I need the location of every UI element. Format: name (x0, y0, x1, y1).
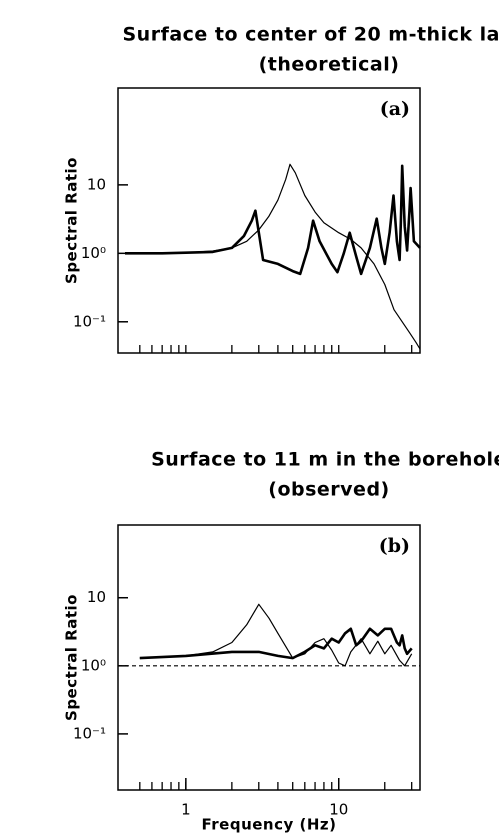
chart-subtitle: (observed) (268, 479, 389, 501)
y-axis-label: Spectral Ratio (63, 157, 81, 284)
y-tick-label: 10⁻¹ (73, 312, 106, 330)
chart-title: Surface to 11 m in the borehole (151, 449, 499, 471)
y-tick-label: 10⁰ (81, 656, 106, 674)
chart-subtitle: (theoretical) (259, 54, 400, 76)
x-tick-label: 1 (181, 801, 191, 819)
y-tick-label: 10 (87, 175, 106, 193)
x-axis-label: Frequency (Hz) (201, 816, 336, 833)
series-line (139, 627, 413, 660)
y-axis-label: Spectral Ratio (63, 594, 81, 721)
plot-frame (117, 87, 421, 354)
panel-label: (a) (380, 98, 410, 120)
series-line (125, 164, 421, 276)
x-tick-label: 10 (329, 801, 348, 819)
chart-title: Surface to center of 20 m-thick layer (122, 24, 499, 46)
plot-frame (117, 524, 421, 791)
y-tick-label: 10 (87, 588, 106, 606)
y-tick-label: 10⁻¹ (73, 724, 106, 742)
y-tick-label: 10⁰ (81, 244, 106, 262)
panel-label: (b) (379, 535, 410, 557)
series-line (125, 163, 421, 350)
